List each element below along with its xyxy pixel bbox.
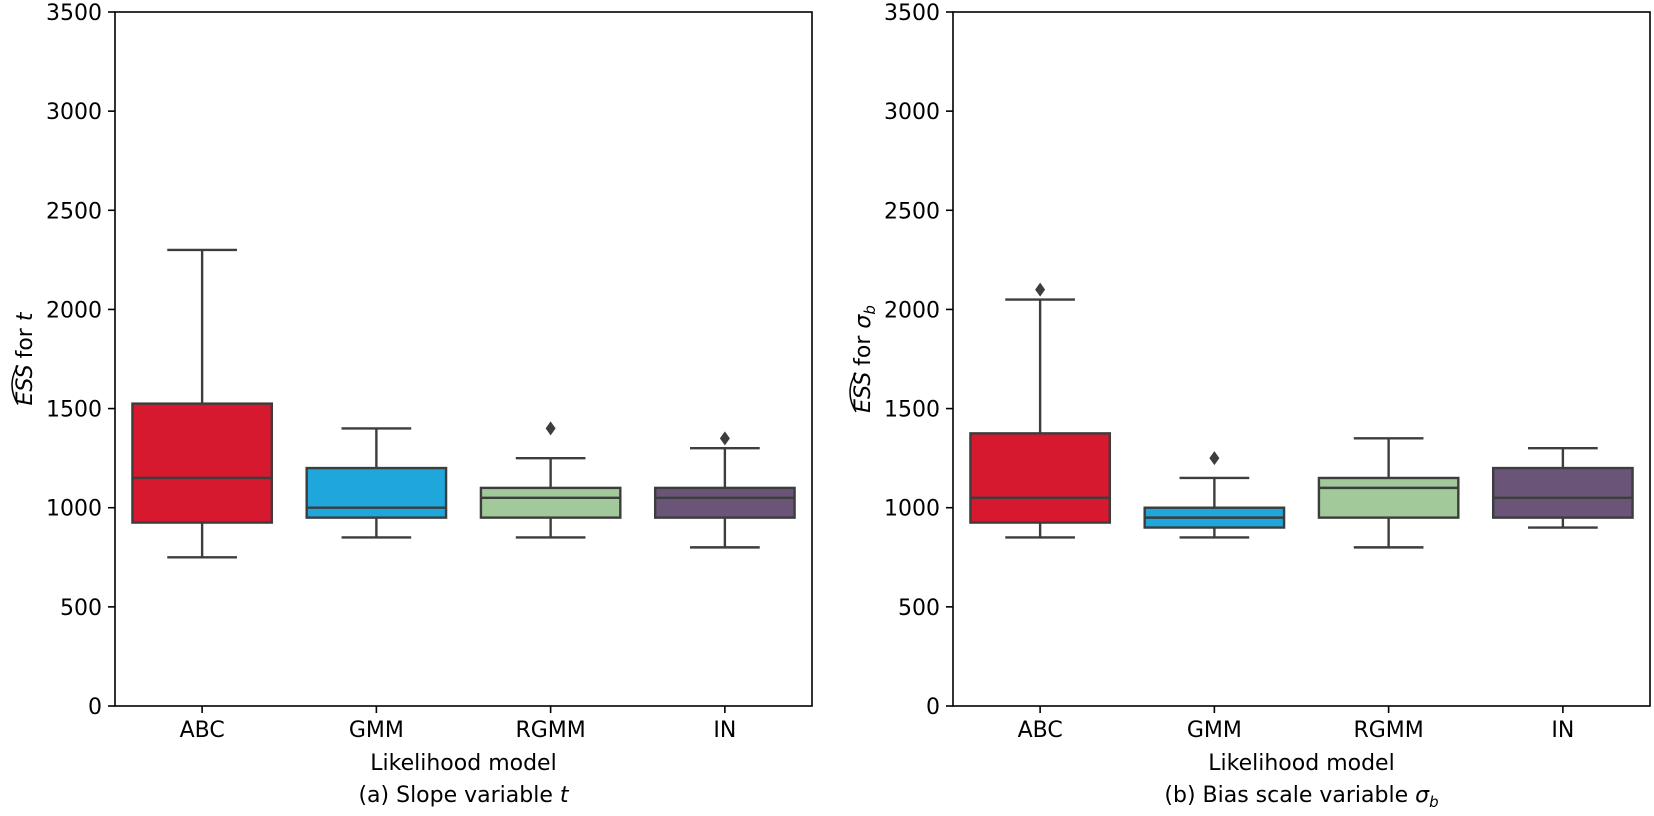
y-label-variable: σ xyxy=(851,314,876,329)
y-tick-label: 3500 xyxy=(46,1,102,26)
x-tick-label: ABC xyxy=(180,718,225,743)
y-tick-label: 3000 xyxy=(46,100,102,125)
svg-text:ESSfor σb: ESS for σb xyxy=(851,305,879,413)
box-in xyxy=(1491,447,1634,529)
box-in xyxy=(653,431,796,549)
y-tick-label: 1000 xyxy=(884,497,940,522)
panel-b: 0 500 1000 1500 2000 2500 3000 3500 ABC GMM RGMM IN… xyxy=(849,1,1651,811)
box-body xyxy=(479,486,622,519)
x-tick-label: IN xyxy=(1551,718,1574,743)
caption-text: (b) Bias scale variable xyxy=(1164,783,1415,808)
x-tick-label: IN xyxy=(713,718,736,743)
y-tick-label: 1500 xyxy=(46,398,102,423)
panel-caption: (b) Bias scale variable σb xyxy=(1164,783,1438,811)
plot-frame xyxy=(114,11,813,707)
y-label-estimator: ESS xyxy=(851,372,876,413)
x-tick-label: RGMM xyxy=(515,718,585,743)
panel-caption: (a) Slope variable t xyxy=(358,783,569,808)
y-tick-label: 1500 xyxy=(884,398,940,423)
x-tick-label: GMM xyxy=(349,718,404,743)
caption-variable: t xyxy=(560,783,570,808)
box-abc xyxy=(131,248,274,559)
box-gmm xyxy=(305,427,448,539)
y-tick-label: 0 xyxy=(926,695,940,720)
x-tick-label: GMM xyxy=(1187,718,1242,743)
box-body xyxy=(131,402,274,524)
caption-text: (a) Slope variable xyxy=(358,783,559,808)
box-rgmm xyxy=(1317,437,1460,549)
y-tick-label: 0 xyxy=(88,695,102,720)
caption-subscript: b xyxy=(1429,793,1439,811)
y-tick-label: 2000 xyxy=(884,298,940,323)
y-tick-label: 2500 xyxy=(46,199,102,224)
caption-variable: σ xyxy=(1415,783,1430,808)
y-label-text: for xyxy=(851,329,876,366)
x-tick-label: RGMM xyxy=(1353,718,1423,743)
y-label-estimator: ESS xyxy=(13,364,38,405)
x-tick-label: ABC xyxy=(1018,718,1063,743)
y-label-text: for xyxy=(13,321,38,358)
svg-text:ESSfor t: ESS for t xyxy=(13,311,38,405)
y-tick-label: 2000 xyxy=(46,298,102,323)
x-axis-label: Likelihood model xyxy=(1208,751,1394,776)
y-tick-label: 1000 xyxy=(46,497,102,522)
hat-accent xyxy=(11,364,19,405)
y-axis-label: ESS for σb xyxy=(849,305,879,413)
box-abc xyxy=(969,282,1112,539)
hat-accent xyxy=(849,372,857,413)
y-tick-label: 2500 xyxy=(884,199,940,224)
y-label-variable: t xyxy=(13,311,38,321)
box-body xyxy=(1491,466,1634,519)
box-body xyxy=(969,432,1112,524)
box-body xyxy=(1317,476,1460,519)
box-body xyxy=(305,466,448,519)
y-axis-label: ESS for t xyxy=(11,311,38,405)
box-gmm xyxy=(1143,451,1286,539)
y-tick-label: 3000 xyxy=(884,100,940,125)
outlier-marker xyxy=(719,431,730,446)
outlier-marker xyxy=(1035,282,1046,297)
box-body xyxy=(653,486,796,519)
y-label-subscript: b xyxy=(861,305,879,315)
panel-a: 0 500 1000 1500 2000 2500 3000 3500 ABC GMM RGMM IN… xyxy=(11,1,813,808)
x-axis-label: Likelihood model xyxy=(370,751,556,776)
outlier-marker xyxy=(1209,451,1220,466)
plot-frame xyxy=(952,11,1651,707)
y-tick-label: 500 xyxy=(898,596,940,621)
box-rgmm xyxy=(479,421,622,539)
y-tick-label: 500 xyxy=(60,596,102,621)
y-tick-label: 3500 xyxy=(884,1,940,26)
outlier-marker xyxy=(545,421,556,436)
